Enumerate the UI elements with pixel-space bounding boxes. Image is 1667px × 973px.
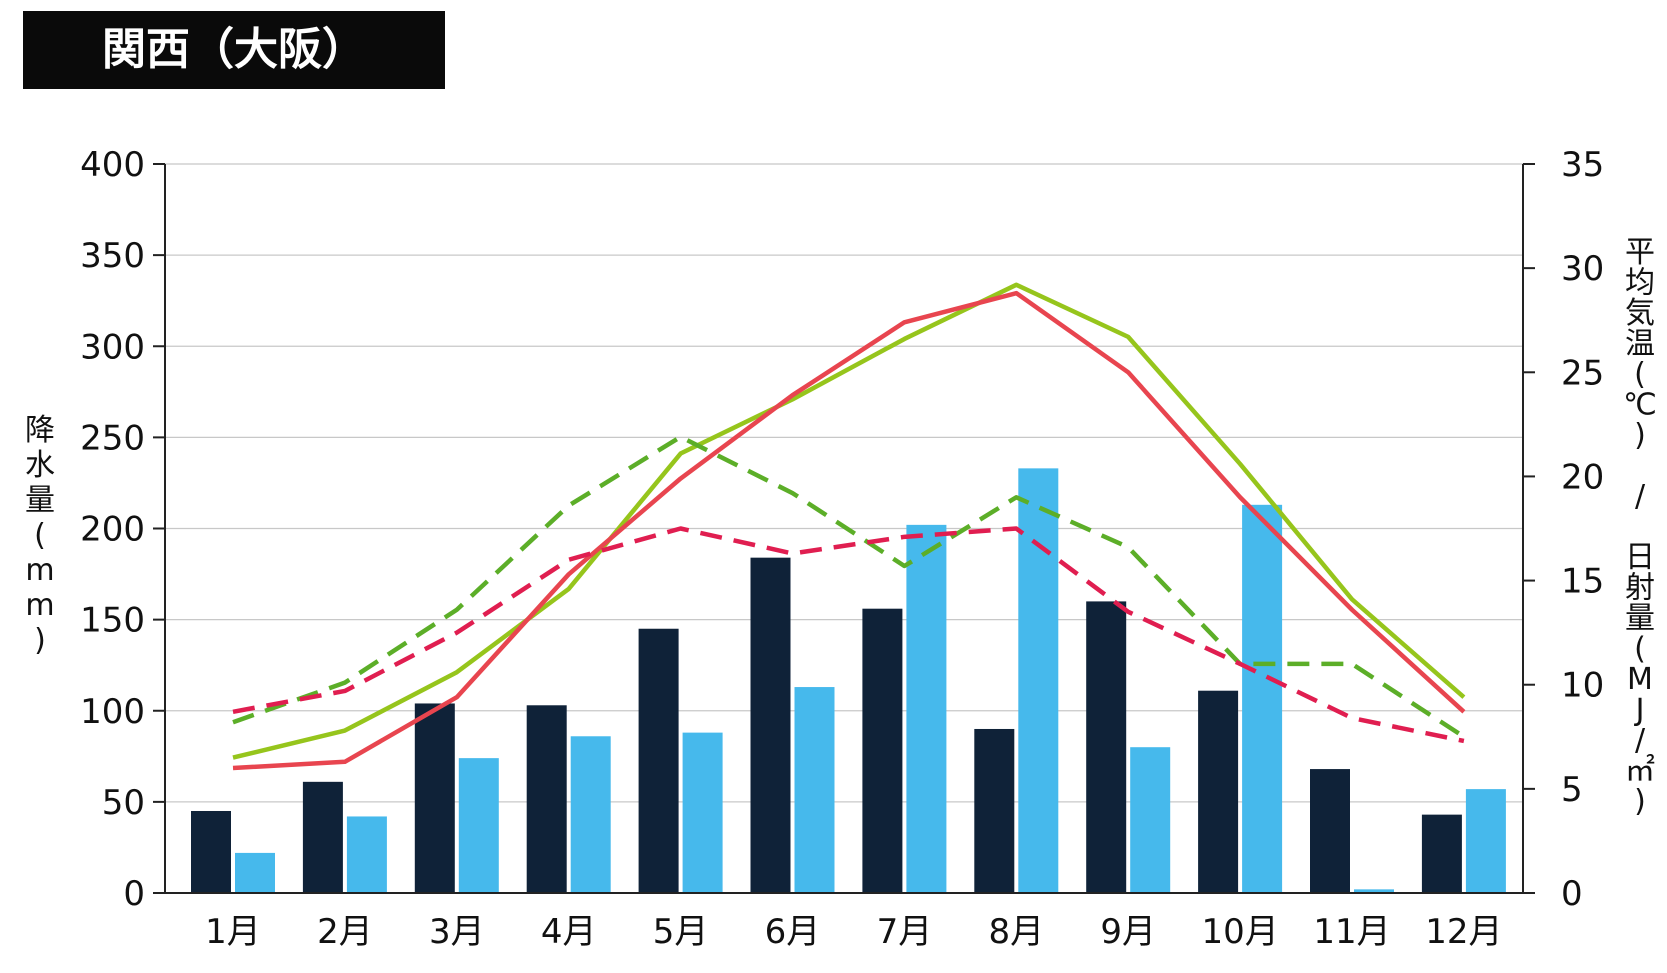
series-line (232, 434, 1466, 739)
y-left-tick-label: 300 (80, 327, 145, 367)
y-right-axis-label: 平均気温(℃) / 日射量(M J / ㎡) (1623, 235, 1657, 819)
line-series (232, 282, 1466, 771)
y-left-tick-label: 350 (80, 236, 145, 276)
bar (906, 524, 947, 893)
axes (153, 163, 1535, 894)
y-left-tick-label: 400 (80, 145, 145, 185)
bar (1242, 504, 1283, 893)
x-tick-label: 11月 (1313, 912, 1390, 952)
y-left-tick-label: 0 (123, 874, 145, 914)
series-line (232, 526, 1465, 744)
y-left-tick-label: 150 (80, 601, 145, 641)
bar (302, 781, 343, 893)
bar (414, 703, 455, 893)
x-tick-label: 3月 (429, 912, 485, 952)
y-right-tick-label: 15 (1561, 562, 1604, 602)
y-left-axis-label: 降水量(m m) (25, 413, 55, 658)
bar (862, 608, 903, 893)
x-tick-label: 4月 (541, 912, 597, 952)
y-left-tick-label: 200 (80, 510, 145, 550)
bar (526, 705, 567, 893)
bar (682, 732, 723, 893)
y-left-tick-label: 100 (80, 692, 145, 732)
y-right-tick-label: 25 (1561, 353, 1604, 393)
bar (346, 816, 387, 893)
bar (974, 728, 1015, 893)
x-tick-label: 10月 (1201, 912, 1278, 952)
series-line (232, 282, 1466, 760)
bar (1198, 690, 1239, 893)
x-tick-label: 7月 (877, 912, 933, 952)
bar (1086, 601, 1127, 893)
bar (1018, 468, 1059, 893)
bar-series (191, 468, 1506, 893)
bar (570, 736, 611, 893)
x-tick-label: 1月 (205, 912, 261, 952)
tick-labels: 0 50 100 150 200 250 300 350 400 0 5 10 15 20 25 30 35 1月… (80, 145, 1604, 952)
x-tick-label: 8月 (988, 912, 1044, 952)
x-tick-label: 12月 (1425, 912, 1502, 952)
bar (1465, 789, 1506, 893)
y-right-tick-label: 35 (1561, 145, 1604, 185)
y-left-tick-label: 250 (80, 418, 145, 458)
bar (458, 758, 499, 893)
bar (638, 628, 679, 893)
x-tick-label: 2月 (317, 912, 373, 952)
bar (750, 557, 791, 893)
y-right-tick-label: 0 (1561, 874, 1583, 914)
y-right-tick-label: 10 (1561, 666, 1604, 706)
bar (191, 810, 231, 893)
y-right-tick-label: 20 (1561, 457, 1604, 497)
y-right-tick-label: 30 (1561, 249, 1604, 289)
x-tick-label: 5月 (653, 912, 709, 952)
series-line (232, 290, 1466, 771)
x-tick-label: 9月 (1100, 912, 1156, 952)
bar (1130, 747, 1171, 893)
gridlines (165, 163, 1523, 803)
y-left-tick-label: 50 (102, 783, 145, 823)
bar (1354, 889, 1394, 893)
bar (794, 687, 835, 893)
axis-labels: 降水量(m m) 平均気温(℃) / 日射量(M J / ㎡) (25, 235, 1657, 819)
x-tick-label: 6月 (765, 912, 821, 952)
bar (235, 852, 275, 893)
bar (1310, 769, 1350, 893)
y-right-tick-label: 5 (1561, 770, 1583, 810)
bar (1421, 814, 1462, 893)
chart-title: 関西（大阪） (23, 11, 445, 89)
